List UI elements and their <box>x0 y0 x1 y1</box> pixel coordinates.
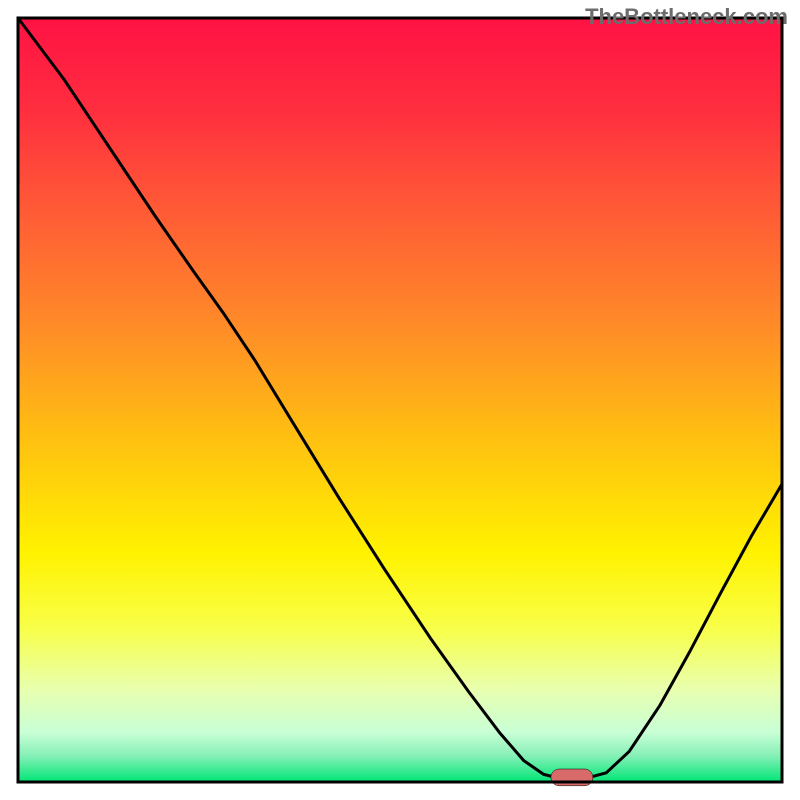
plot-background <box>18 18 782 782</box>
chart-container: TheBottleneck.com <box>0 0 800 800</box>
watermark-text: TheBottleneck.com <box>585 4 788 30</box>
bottleneck-chart <box>0 0 800 800</box>
